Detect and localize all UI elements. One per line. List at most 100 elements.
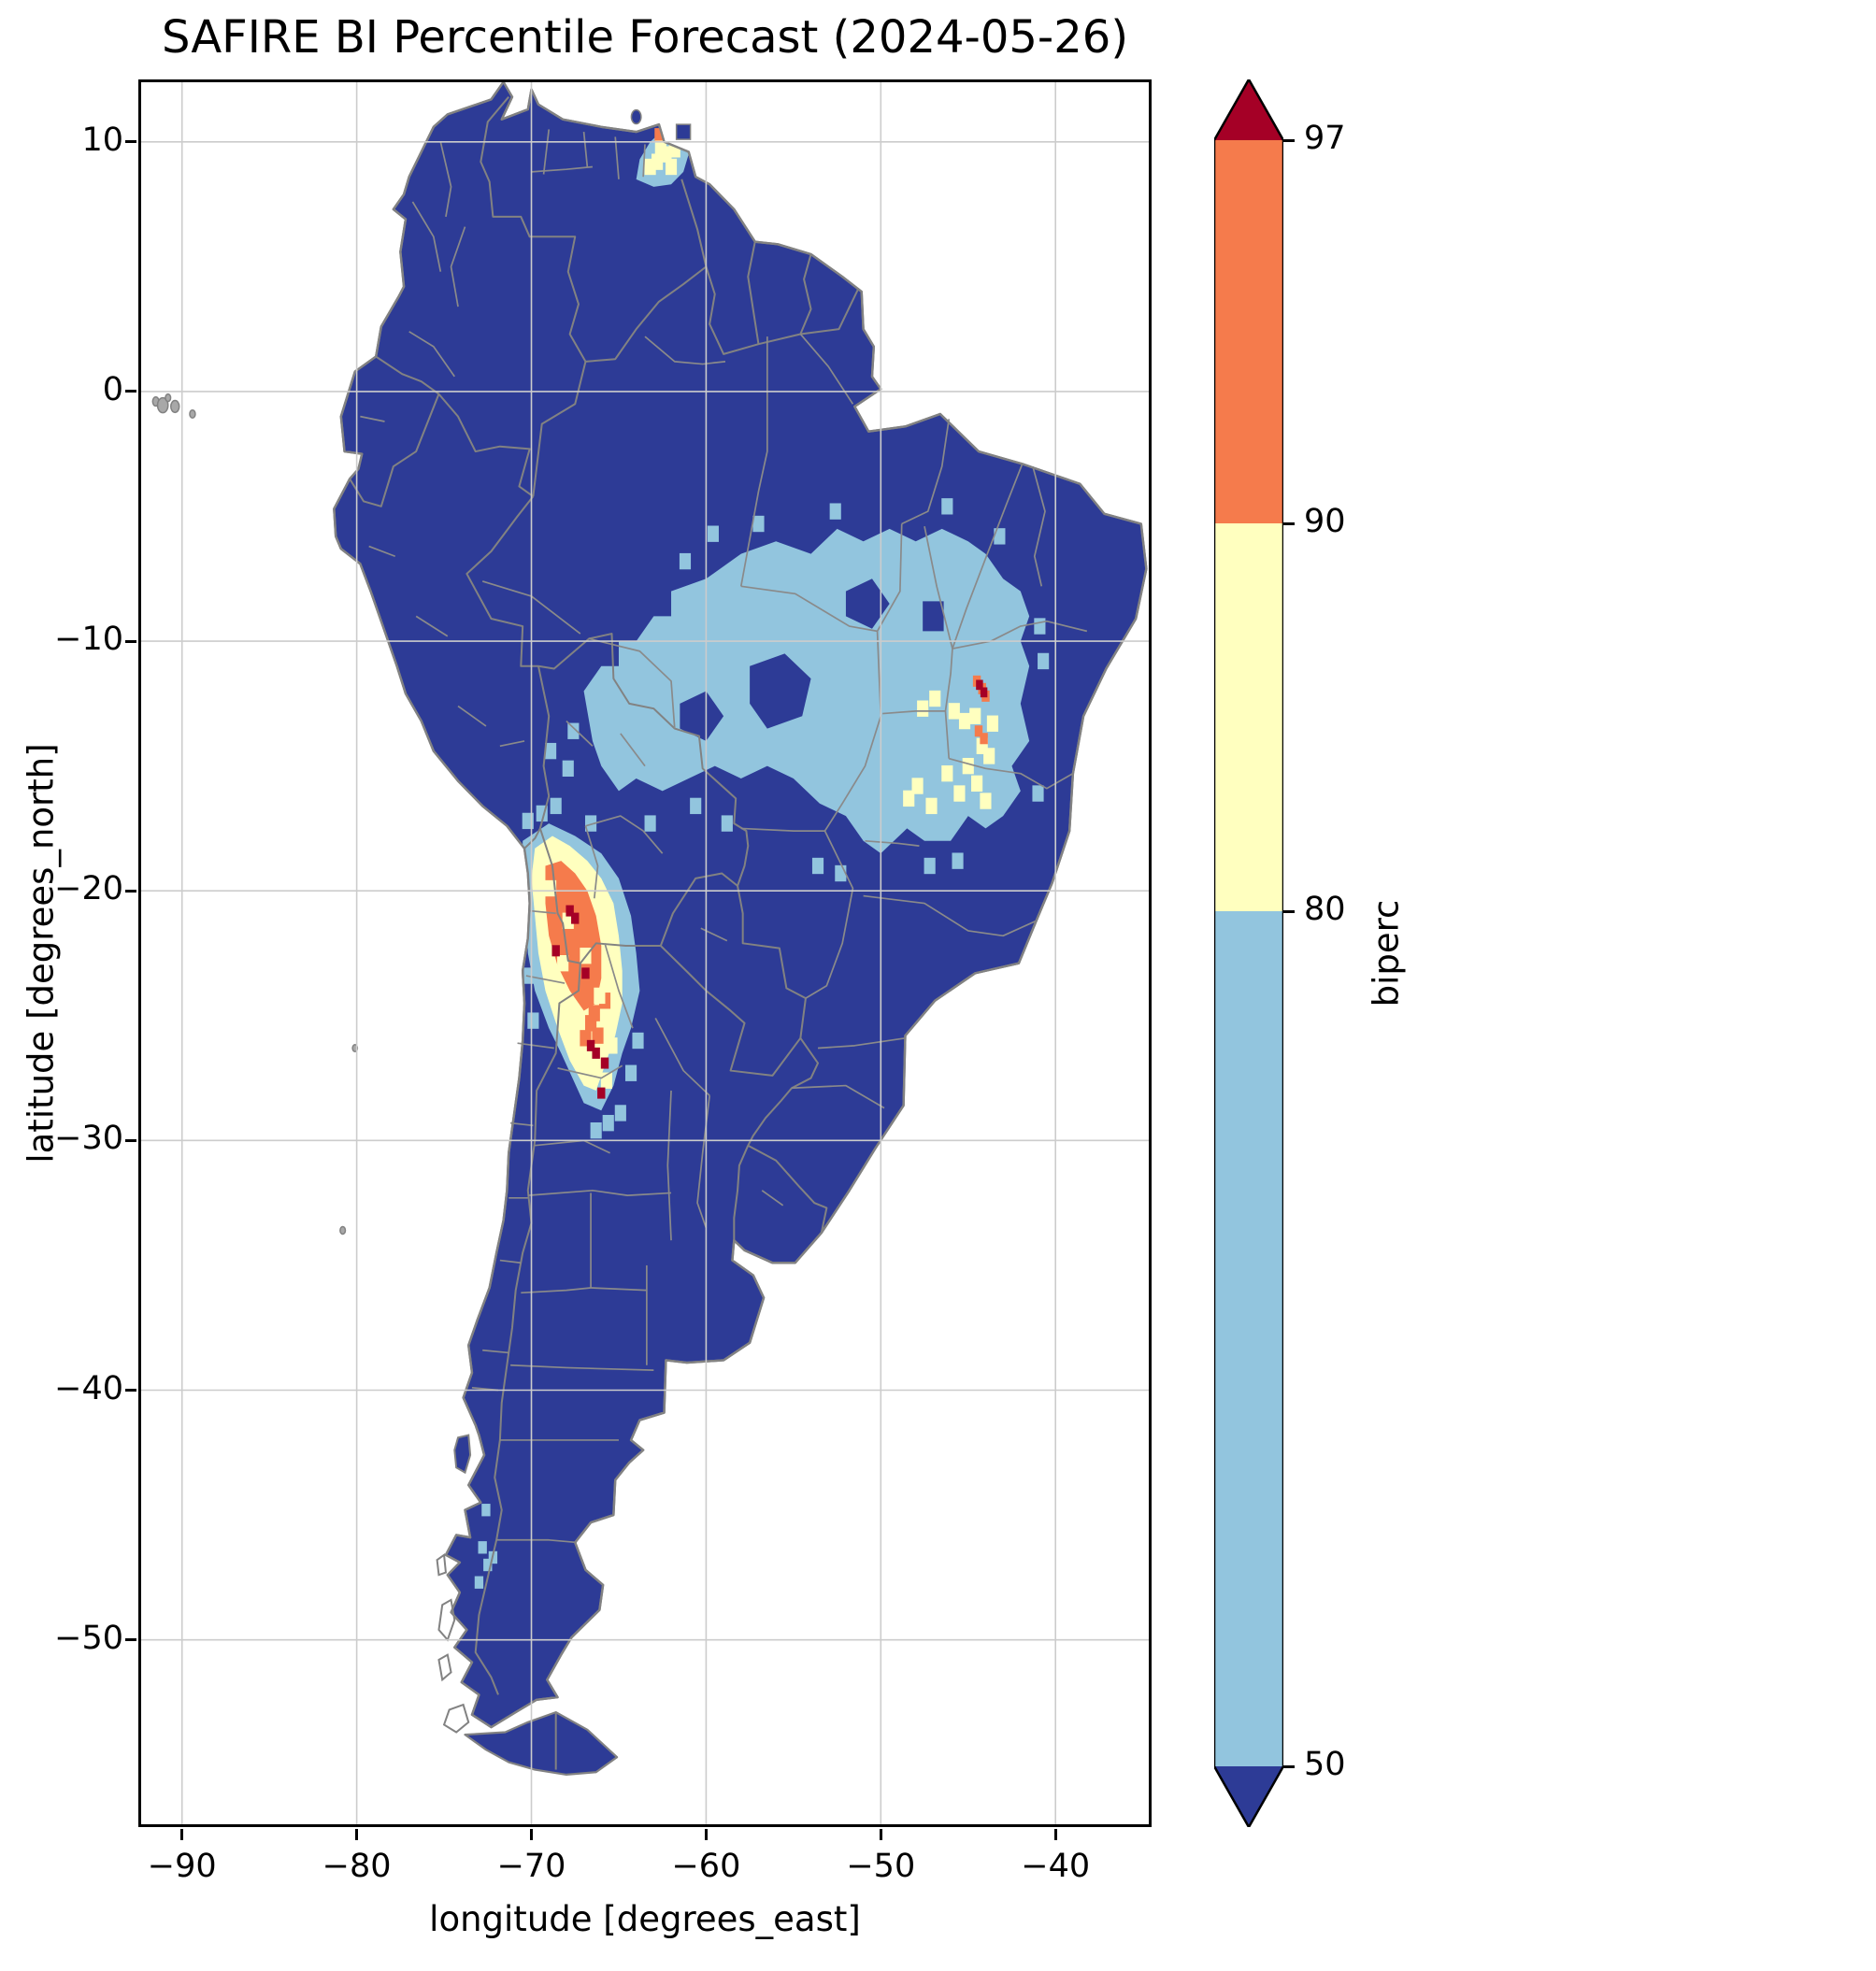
data-cell-orinoco-yellow-cells [654,138,666,155]
data-cell-bahia-yellow-cells [983,748,995,764]
data-cell-andes-blue-speckles [522,812,534,830]
data-cell-andes-red-cells [586,1039,595,1051]
data-cell-bahia-yellow-cells [929,690,941,707]
colorbar-seg-90-97 [1214,140,1283,523]
data-cell-bahia-yellow-cells [917,700,929,717]
data-cell-bahia-yellow-cells [980,793,992,809]
colorbar-tick-mark [1283,521,1295,525]
colorbar [1214,79,1283,1827]
data-cell-bahia-yellow-cells [911,778,924,794]
data-cell-andes-red-cells [571,912,580,924]
data-cell-bahia-yellow-cells [962,757,974,775]
data-cell-cerrado-blue-speckles [1032,785,1044,802]
colorbar-tick-label: 97 [1304,120,1346,157]
y-tick-label: −40 [54,1369,123,1407]
data-cell-andes-yellow-speckles [562,912,574,929]
x-tick-mark [530,1829,534,1840]
x-axis-label: longitude [degrees_east] [429,1899,861,1939]
juan-fernandez-island [340,1227,346,1235]
data-cell-andes-blue-speckles [614,1105,626,1121]
data-cell-andes-orange-south-cells [592,1027,604,1044]
data-cell-andes-red-cells [597,1087,606,1099]
data-cell-cerrado-blue-speckles [811,857,824,875]
data-cell-andes-yellow-speckles [606,1037,618,1054]
data-cell-bahia-orange-cells [974,725,983,737]
x-tick-label: −60 [671,1848,741,1885]
data-cell-andes-blue-speckles [624,1064,637,1081]
x-tick-label: −40 [1021,1848,1091,1885]
data-cell-andes-blue-speckles [632,1032,644,1050]
data-cell-andes-orange-south-cells [588,1005,600,1021]
data-cell-bahia-yellow-cells [948,703,960,720]
data-cell-bahia-red-cells [976,679,983,691]
colorbar-tick-label: 50 [1304,1746,1346,1783]
data-cell-bahia-yellow-cells [925,797,938,815]
data-cell-bahia-yellow-cells [903,790,915,807]
data-region-amazon-hole-2 [845,578,890,629]
y-tick-label: −30 [54,1120,123,1158]
galapagos-island [158,398,168,413]
data-cell-patagonia-blue-speckles [478,1541,487,1554]
x-tick-mark [180,1829,184,1840]
data-cell-andes-red-cells [600,1057,609,1069]
data-cell-andes-blue-speckles [584,815,597,832]
data-cell-andes-red-cells [566,905,574,917]
x-tick-mark [704,1829,708,1840]
y-tick-label: −20 [54,870,123,908]
galapagos-island [190,410,195,419]
y-tick-label: 10 [81,121,123,159]
data-cell-patagonia-blue-speckles [474,1576,484,1589]
y-tick-mark [125,140,136,144]
data-cell-cerrado-blue-speckles [952,852,964,869]
data-cell-cerrado-blue-speckles [752,515,765,533]
data-cell-cerrado-blue-speckles [721,815,733,832]
data-region-amazon-hole-1 [750,653,811,729]
data-cell-patagonia-blue-speckles [483,1558,493,1572]
data-cell-andes-blue-speckles [590,1121,602,1139]
x-tick-label: −70 [496,1848,566,1885]
data-cell-cerrado-blue-speckles [994,528,1006,545]
data-cell-cerrado-blue-speckles [690,797,702,815]
data-cell-orinoco-orange-cell [654,128,664,141]
y-tick-mark [125,1138,136,1142]
data-cell-bahia-yellow-cells [941,764,953,782]
data-cell-cerrado-blue-speckles [562,760,574,777]
country-borders [350,97,858,1770]
patagonian-archipelago-island [437,1555,446,1575]
colorbar-tick-label: 90 [1304,503,1346,540]
san-felix-island [352,1045,357,1051]
data-cell-cerrado-blue-speckles [644,815,656,832]
colorbar-label: biperc [1366,899,1407,1007]
data-cell-bahia-yellow-cells [971,775,983,793]
data-cell-bahia-red-cells [980,687,988,698]
x-tick-mark [1053,1829,1057,1840]
y-tick-label: −10 [54,621,123,659]
data-cell-andes-blue-speckles [550,797,562,815]
data-cell-cerrado-blue-speckles [924,857,936,875]
data-cell-andes-yellow-speckles [545,879,557,897]
data-cell-bahia-yellow-cells [969,707,981,724]
data-cell-bahia-orange-cells [980,733,988,745]
colorbar-seg-50-80 [1214,911,1283,1766]
data-cell-orinoco-yellow-cells [644,158,656,176]
plot-title: SAFIRE BI Percentile Forecast (2024-05-2… [161,11,1129,64]
colorbar-tick-mark [1283,138,1295,142]
trinidad-island [677,124,691,139]
colorbar-extend-max [1214,79,1283,140]
data-cell-bahia-yellow-cells [953,785,966,802]
y-tick-mark [125,1389,136,1392]
margarita-island [631,110,640,124]
data-cell-cerrado-blue-speckles [567,722,580,739]
data-cell-andes-yellow-speckles [557,955,569,972]
x-tick-label: −80 [322,1848,392,1885]
data-cell-andes-red-cells [551,945,560,957]
data-cell-cerrado-blue-speckles [707,525,719,542]
y-tick-mark [125,390,136,393]
data-cell-orinoco-yellow-cells [665,158,678,176]
y-axis-label: latitude [degrees_north] [21,743,62,1164]
colorbar-seg-80-90 [1214,523,1283,911]
patagonian-archipelago-island [444,1705,468,1732]
tierra-del-fuego-island [465,1712,617,1775]
patagonian-archipelago-island [438,1600,454,1640]
